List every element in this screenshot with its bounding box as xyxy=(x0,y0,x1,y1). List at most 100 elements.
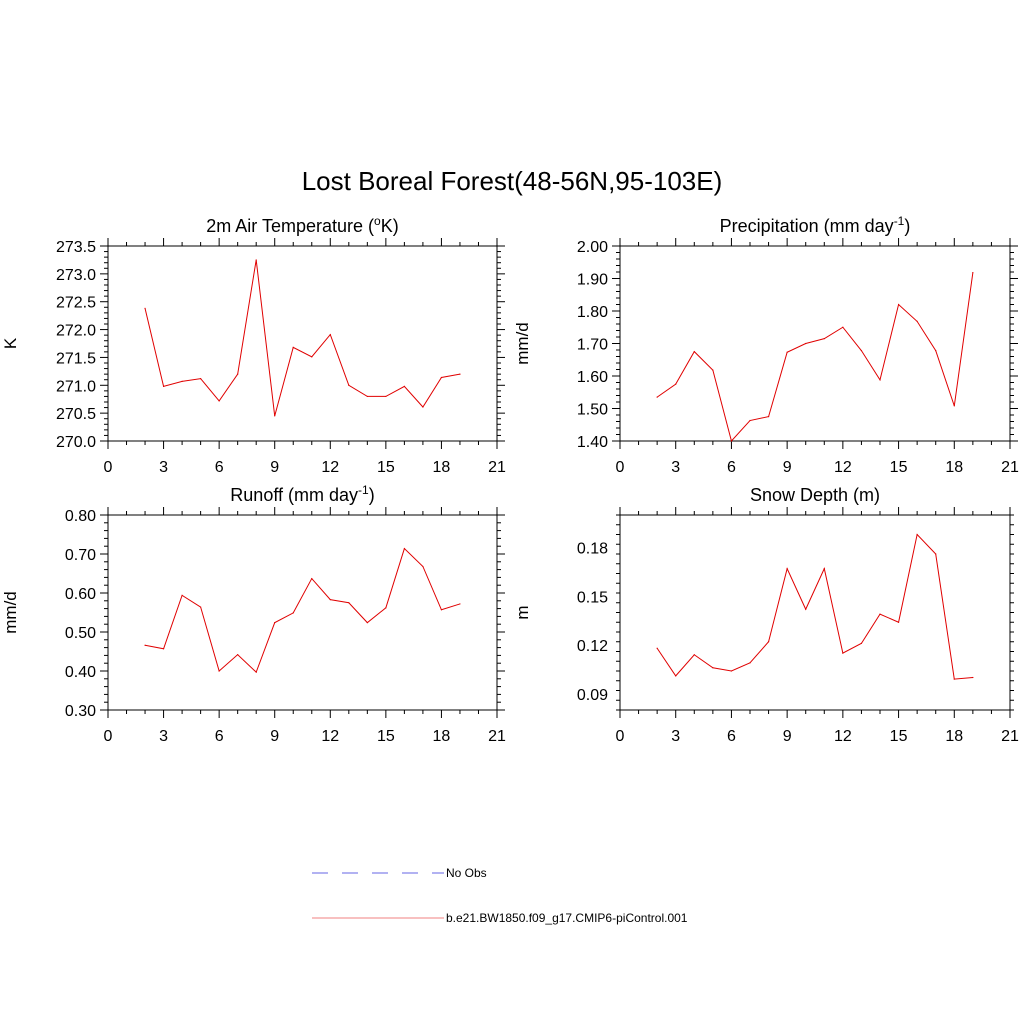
panel-2: Runoff (mm day-1) mm/d 0 3 6 9 12 15 18 21 0.30 0.4… xyxy=(1,483,506,745)
data-point xyxy=(329,599,331,601)
x-tick-label: 6 xyxy=(727,728,736,745)
data-point xyxy=(823,568,825,570)
panel-title-post: K) xyxy=(381,216,399,236)
data-point xyxy=(366,622,368,624)
series-line-0 xyxy=(144,259,461,417)
panel-title: Snow Depth (m) xyxy=(750,485,880,505)
data-point xyxy=(656,647,658,649)
y-tick-label: 1.90 xyxy=(577,272,608,289)
panel-title-sup: o xyxy=(374,214,381,228)
data-point xyxy=(823,338,825,340)
y-tick-label: 271.0 xyxy=(56,378,96,395)
x-tick-label: 15 xyxy=(890,459,908,476)
panel-title-sup: -1 xyxy=(358,483,369,497)
panel-title: Runoff (mm day-1) xyxy=(230,483,374,505)
data-point xyxy=(842,652,844,654)
panel-title-main: Snow Depth (m) xyxy=(750,485,880,505)
y-tick-label: 0.18 xyxy=(577,541,608,558)
y-tick-label: 1.70 xyxy=(577,337,608,354)
x-tick-label: 18 xyxy=(945,459,963,476)
data-point xyxy=(311,356,313,358)
x-tick-label: 12 xyxy=(321,728,339,745)
data-point xyxy=(218,400,220,402)
data-point xyxy=(255,259,257,261)
data-point xyxy=(440,376,443,379)
panels: 2m Air Temperature (oK) K 0 3 6 9 12 15 18 21 270.… xyxy=(1,214,1019,745)
data-point xyxy=(897,303,900,306)
y-tick-label: 271.5 xyxy=(56,350,96,367)
data-point xyxy=(972,272,974,274)
data-point xyxy=(403,385,405,387)
x-tick-label: 3 xyxy=(671,459,680,476)
data-point xyxy=(749,662,751,664)
data-point xyxy=(329,333,331,336)
data-point xyxy=(348,384,350,386)
data-point xyxy=(675,675,677,677)
y-tick-label: 270.5 xyxy=(56,406,96,423)
y-tick-label: 272.0 xyxy=(56,323,96,340)
y-tick-label: 0.40 xyxy=(65,664,96,681)
series-line-0 xyxy=(144,547,461,674)
data-point xyxy=(916,320,918,322)
data-point xyxy=(712,369,714,371)
panel-title-post: ) xyxy=(369,485,375,505)
x-tick-label: 0 xyxy=(104,459,113,476)
x-tick-label: 21 xyxy=(488,459,506,476)
data-point xyxy=(162,385,165,387)
data-point xyxy=(767,416,770,418)
data-point xyxy=(311,577,313,580)
data-point xyxy=(459,373,461,375)
data-point xyxy=(972,676,974,679)
x-tick-label: 15 xyxy=(377,459,395,476)
y-axis-label: m xyxy=(513,605,532,619)
y-tick-label: 0.30 xyxy=(65,703,96,720)
y-tick-label: 0.70 xyxy=(65,547,96,564)
data-point xyxy=(656,396,658,398)
data-point xyxy=(218,670,220,672)
x-tick-label: 9 xyxy=(270,728,279,745)
x-tick-label: 21 xyxy=(488,728,506,745)
x-tick-label: 9 xyxy=(783,728,792,745)
panel-3: Snow Depth (m) m 0 3 6 9 12 15 18 21 0.09 0.12 0.15 0… xyxy=(513,485,1019,745)
data-point xyxy=(292,612,294,614)
data-point xyxy=(255,671,257,673)
legend-label-no-obs: No Obs xyxy=(446,866,487,880)
plot-frame xyxy=(619,245,1011,442)
x-tick-label: 21 xyxy=(1001,728,1019,745)
data-point xyxy=(440,609,443,611)
data-point xyxy=(181,380,183,382)
plot-frame xyxy=(619,514,1011,711)
x-tick-label: 3 xyxy=(671,728,680,745)
data-point xyxy=(675,383,677,385)
panel-1: Precipitation (mm day-1) mm/d 0 3 6 9 12 15 18 21… xyxy=(513,214,1019,476)
data-point xyxy=(348,602,350,604)
x-tick-label: 0 xyxy=(104,728,113,745)
y-tick-label: 273.5 xyxy=(56,239,96,256)
x-tick-label: 12 xyxy=(321,459,339,476)
data-point xyxy=(693,654,695,656)
data-point xyxy=(953,678,955,680)
panel-title: Precipitation (mm day-1) xyxy=(720,214,911,236)
data-point xyxy=(162,648,165,650)
panel-title-main: 2m Air Temperature ( xyxy=(206,216,374,236)
x-tick-label: 9 xyxy=(270,459,279,476)
data-point xyxy=(237,654,239,656)
data-point xyxy=(144,307,146,309)
x-tick-label: 18 xyxy=(945,728,963,745)
x-tick-label: 18 xyxy=(433,728,451,745)
data-point xyxy=(730,440,733,442)
panel-title-main: Precipitation (mm day xyxy=(720,216,894,236)
x-tick-label: 0 xyxy=(616,728,625,745)
panel-title-main: Runoff (mm day xyxy=(230,485,358,505)
legend-label-model: b.e21.BW1850.f09_g17.CMIP6-piControl.001 xyxy=(446,911,688,925)
legend: No Obs b.e21.BW1850.f09_g17.CMIP6-piCont… xyxy=(312,866,688,925)
x-tick-label: 15 xyxy=(377,728,395,745)
data-point xyxy=(935,350,937,352)
x-tick-label: 3 xyxy=(159,728,168,745)
data-point xyxy=(712,667,714,669)
data-point xyxy=(459,603,461,605)
data-point xyxy=(860,642,863,644)
plot-frame xyxy=(107,245,498,442)
data-point xyxy=(916,533,918,536)
